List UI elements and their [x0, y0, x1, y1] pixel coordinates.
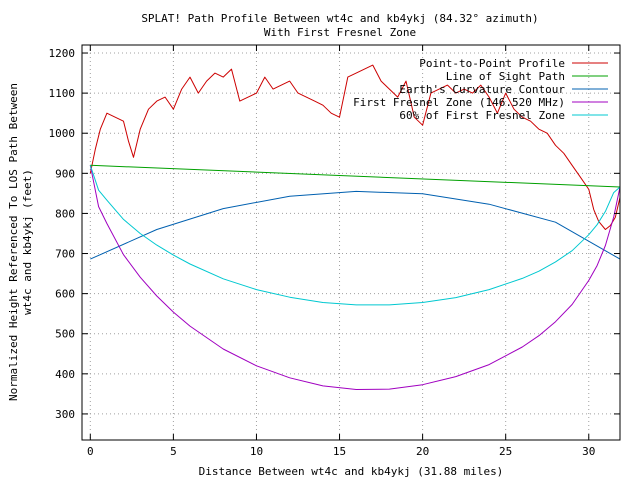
legend-label: First Fresnel Zone (146.520 MHz) — [353, 96, 565, 109]
y-tick-label: 800 — [55, 207, 75, 220]
series-line-first-fresnel-zone-146-520-mhz — [89, 165, 621, 390]
y-tick-label: 900 — [55, 167, 75, 180]
plot-series — [89, 64, 621, 390]
x-tick-label: 15 — [333, 445, 346, 458]
x-tick-label: 5 — [170, 445, 177, 458]
x-tick-label: 25 — [499, 445, 512, 458]
legend-label: 60% of First Fresnel Zone — [399, 109, 565, 122]
y-axis-label-line-2: wt4c and kb4ykj (feet) — [21, 169, 34, 315]
chart-subtitle: With First Fresnel Zone — [264, 26, 416, 39]
y-tick-label: 1000 — [49, 127, 76, 140]
legend-label: Line of Sight Path — [446, 70, 565, 83]
y-tick-label: 400 — [55, 368, 75, 381]
x-tick-label: 0 — [87, 445, 94, 458]
legend-label: Earth's Curvature Contour — [399, 83, 565, 96]
y-tick-label: 1100 — [49, 87, 76, 100]
series-line-line-of-sight-path — [90, 164, 621, 188]
grid — [82, 45, 620, 440]
series-line-60-of-first-fresnel-zone — [89, 165, 621, 306]
legend-label: Point-to-Point Profile — [419, 57, 565, 70]
y-tick-label: 700 — [55, 248, 75, 261]
plot-frame — [81, 44, 621, 441]
y-tick-label: 600 — [55, 288, 75, 301]
x-tick-label: 10 — [250, 445, 263, 458]
y-tick-label: 300 — [55, 408, 75, 421]
y-axis-label-line-1: Normalized Height Referenced To LOS Path… — [7, 83, 20, 401]
y-tick-label: 1200 — [49, 47, 76, 60]
series-line-point-to-point-profile — [89, 64, 621, 230]
chart-title: SPLAT! Path Profile Between wt4c and kb4… — [141, 12, 538, 25]
axis-ticks: 0 5 10 15 20 25 30 300 400 500 600 700 800 900 1000 110… — [49, 45, 620, 458]
y-tick-label: 500 — [55, 328, 75, 341]
x-tick-label: 20 — [416, 445, 429, 458]
x-tick-label: 30 — [582, 445, 595, 458]
x-axis-label: Distance Between wt4c and kb4ykj (31.88 … — [199, 465, 504, 478]
series-line-earth-s-curvature-contour — [90, 190, 621, 260]
